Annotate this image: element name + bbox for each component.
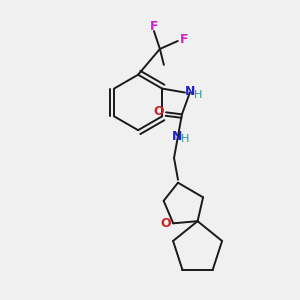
Text: H: H bbox=[181, 134, 189, 144]
Text: F: F bbox=[150, 20, 158, 33]
Text: O: O bbox=[154, 105, 164, 118]
Text: N: N bbox=[185, 85, 195, 98]
Text: H: H bbox=[194, 89, 202, 100]
Text: N: N bbox=[172, 130, 182, 142]
Text: O: O bbox=[160, 217, 171, 230]
Text: F: F bbox=[179, 32, 188, 46]
